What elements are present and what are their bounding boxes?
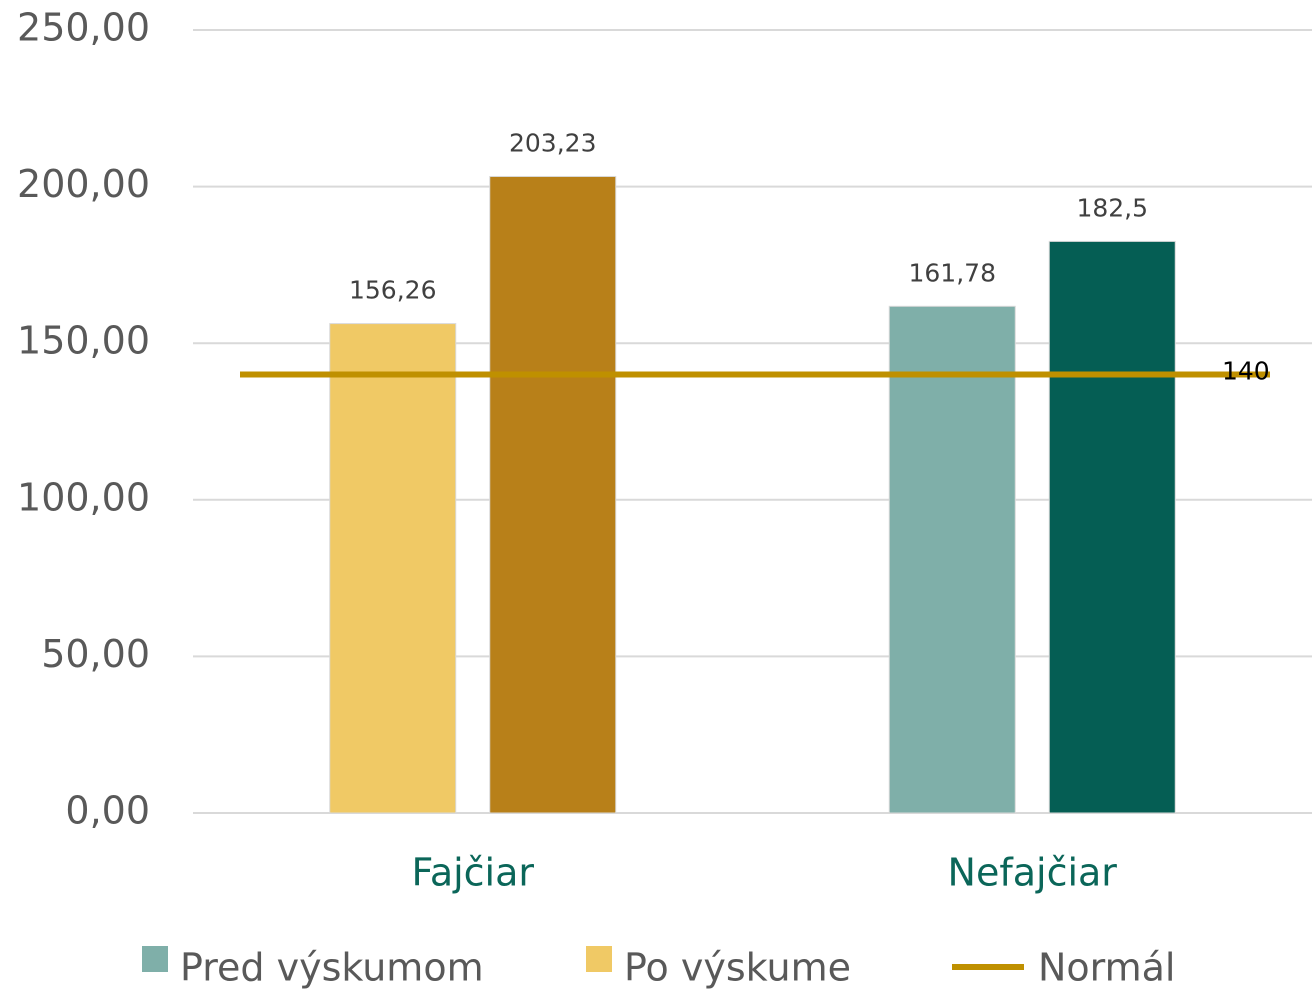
x-tick-label: Nefajčiar <box>948 851 1118 895</box>
bar <box>1048 240 1176 814</box>
x-tick-label: Fajčiar <box>411 851 534 895</box>
y-tick-label: 100,00 <box>17 475 150 519</box>
legend-swatch <box>586 946 612 972</box>
line-label: 140 <box>1222 357 1270 386</box>
value-label: 182,5 <box>1076 193 1148 222</box>
bar <box>888 305 1016 814</box>
value-label: 156,26 <box>349 276 436 305</box>
y-tick-label: 250,00 <box>17 6 150 50</box>
legend-label: Po výskume <box>624 946 851 990</box>
legend-label: Pred výskumom <box>180 946 484 990</box>
y-tick-label: 200,00 <box>17 162 150 206</box>
legend-swatch <box>142 946 168 972</box>
y-tick-label: 0,00 <box>65 789 150 833</box>
bar <box>489 175 617 814</box>
legend-label: Normál <box>1038 946 1176 990</box>
value-label: 161,78 <box>909 258 996 287</box>
bar <box>329 323 457 814</box>
value-label: 203,23 <box>509 128 596 157</box>
y-tick-label: 50,00 <box>41 632 150 676</box>
y-tick-label: 150,00 <box>17 319 150 363</box>
